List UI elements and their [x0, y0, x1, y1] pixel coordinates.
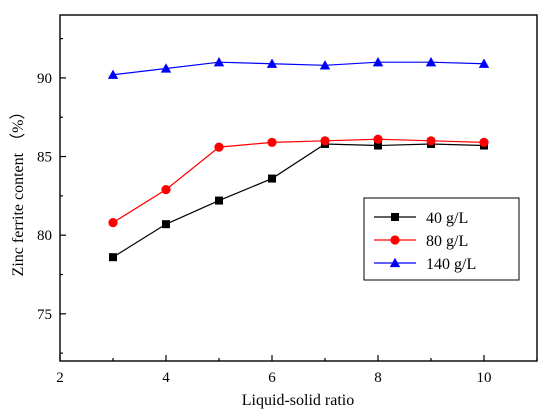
series-line	[112, 61, 485, 76]
data-point	[107, 69, 119, 79]
data-point	[266, 58, 278, 68]
plot-area	[59, 14, 538, 362]
series-2	[108, 134, 489, 228]
data-point	[319, 60, 331, 70]
legend: 40 g/L 80 g/L 140 g/L	[363, 197, 520, 281]
axes: 2 4 6 8 10 75 80 85 90	[37, 37, 538, 386]
data-point	[320, 136, 330, 146]
y-axis-title: Zinc ferrite content （%）	[9, 104, 27, 277]
legend-item: 40 g/L	[374, 210, 468, 227]
data-point	[267, 137, 277, 147]
data-point	[162, 220, 170, 229]
data-point	[374, 141, 382, 150]
x-tick-label: 2	[56, 370, 64, 386]
data-point	[108, 218, 118, 228]
legend-box	[363, 197, 520, 281]
legend-marker	[390, 235, 400, 245]
series-group	[107, 56, 490, 262]
y-tick-label: 80	[37, 228, 52, 244]
y-tick-label: 90	[37, 71, 52, 87]
legend-label: 40 g/L	[426, 210, 468, 227]
data-point	[160, 63, 172, 73]
series-line	[112, 143, 485, 258]
data-point	[214, 142, 224, 152]
data-point	[213, 56, 225, 67]
x-tick-label: 8	[374, 370, 382, 386]
data-point	[268, 174, 276, 183]
x-tick-label: 6	[268, 370, 276, 386]
x-tick-label: 10	[477, 370, 492, 386]
series-3	[107, 56, 490, 79]
x-tick-label: 4	[162, 370, 170, 386]
data-point	[373, 134, 383, 144]
legend-label: 80 g/L	[426, 233, 468, 250]
x-axis-title: Liquid-solid ratio	[242, 392, 354, 409]
data-point	[478, 58, 490, 68]
data-point	[426, 136, 436, 146]
legend-item: 80 g/L	[374, 233, 468, 250]
legend-label: 140 g/L	[426, 256, 476, 273]
y-tick-label: 75	[37, 307, 52, 323]
legend-marker	[391, 213, 399, 221]
data-point	[161, 184, 171, 195]
legend-marker	[389, 257, 401, 268]
y-tick-label: 85	[37, 150, 52, 166]
data-point	[425, 56, 437, 67]
legend-item: 140 g/L	[374, 256, 476, 273]
data-point	[215, 196, 223, 205]
data-point	[479, 137, 489, 147]
plot-frame	[59, 14, 538, 362]
data-point	[109, 253, 117, 262]
series-line	[112, 138, 485, 224]
data-point	[372, 56, 384, 67]
